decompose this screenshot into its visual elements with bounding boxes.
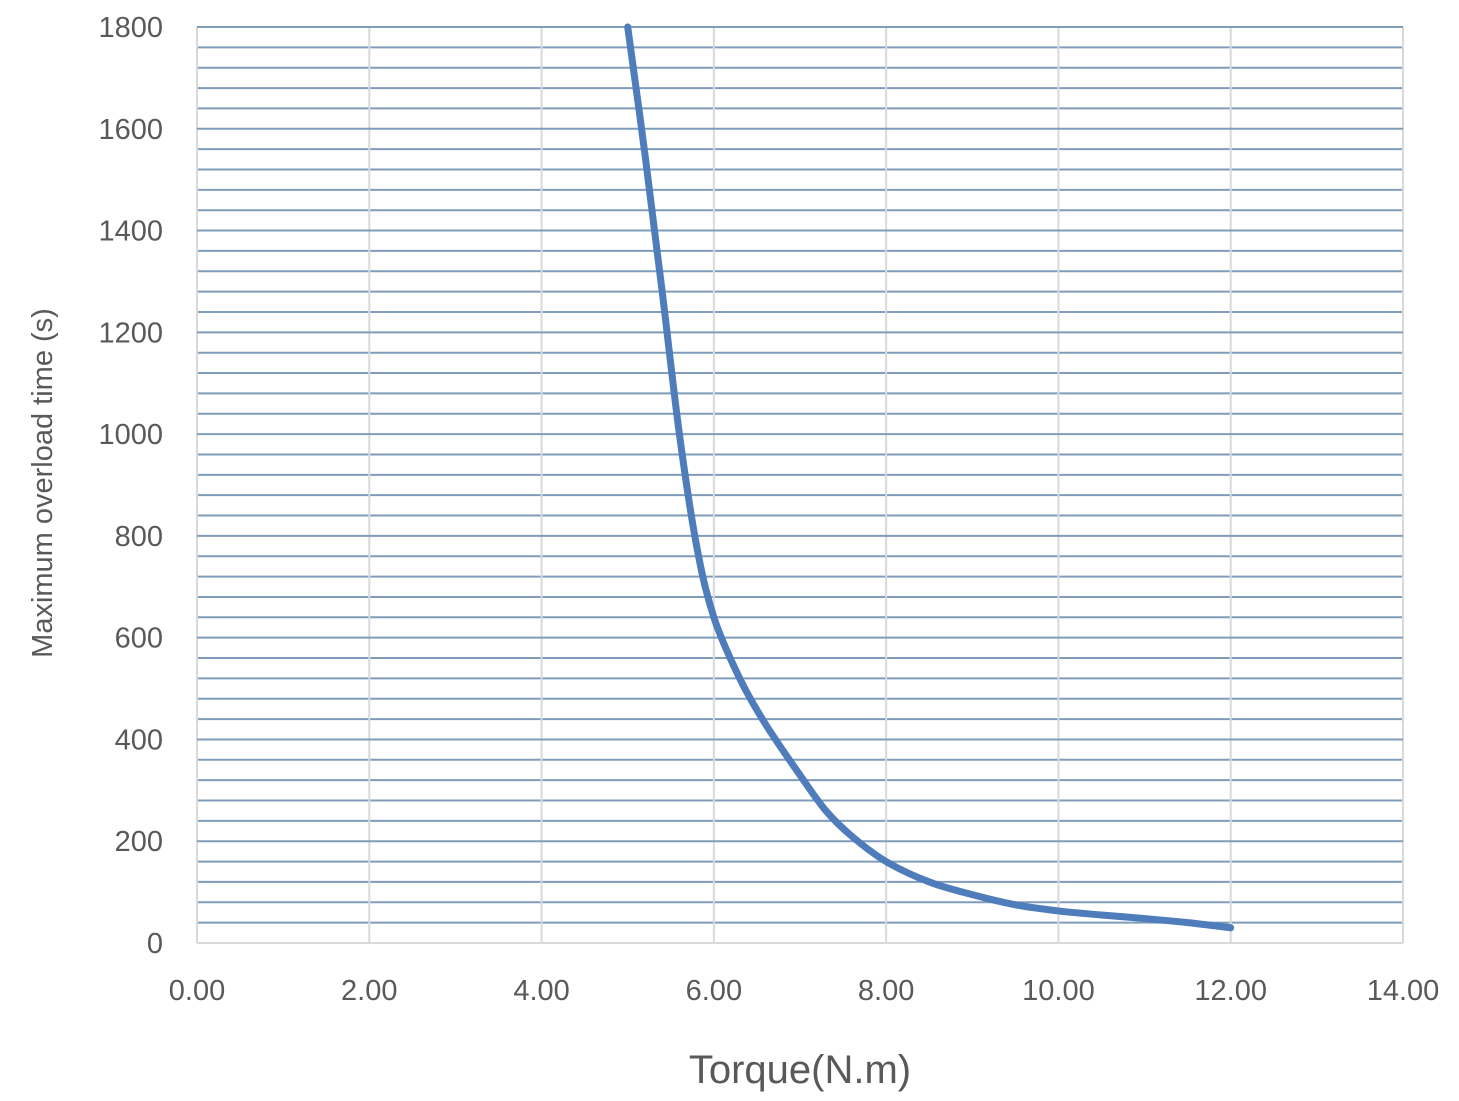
minor-gridlines bbox=[197, 46, 1403, 924]
x-tick-labels: 0.00 2.00 4.00 6.00 8.00 10.00 12.00 14.00 bbox=[169, 975, 1440, 1007]
y-axis-title: Maximum overload time (s) bbox=[27, 308, 59, 658]
y-tick-label: 800 bbox=[115, 521, 163, 553]
x-tick-label: 10.00 bbox=[1022, 975, 1095, 1007]
x-tick-label: 14.00 bbox=[1367, 975, 1440, 1007]
y-tick-labels: 0 200 400 600 800 1000 1200 1400 1600 1800 bbox=[98, 12, 163, 960]
x-tick-label: 4.00 bbox=[513, 975, 569, 1007]
y-tick-label: 0 bbox=[147, 928, 163, 960]
y-tick-label: 1400 bbox=[98, 216, 163, 248]
x-tick-label: 8.00 bbox=[858, 975, 914, 1007]
y-tick-label: 600 bbox=[115, 623, 163, 655]
x-tick-label: 2.00 bbox=[341, 975, 397, 1007]
y-tick-label: 400 bbox=[115, 724, 163, 756]
x-tick-label: 0.00 bbox=[169, 975, 225, 1007]
y-tick-label: 200 bbox=[115, 826, 163, 858]
x-tick-label: 12.00 bbox=[1194, 975, 1267, 1007]
major-gridlines bbox=[196, 26, 1404, 944]
series-layer bbox=[624, 23, 1235, 932]
x-tick-label: 6.00 bbox=[686, 975, 742, 1007]
y-tick-label: 1600 bbox=[98, 114, 163, 146]
y-tick-label: 1200 bbox=[98, 317, 163, 349]
series-line bbox=[624, 23, 1235, 932]
y-tick-label: 1800 bbox=[98, 12, 163, 44]
y-tick-label: 1000 bbox=[98, 419, 163, 451]
x-axis-title: Torque(N.m) bbox=[689, 1048, 911, 1092]
